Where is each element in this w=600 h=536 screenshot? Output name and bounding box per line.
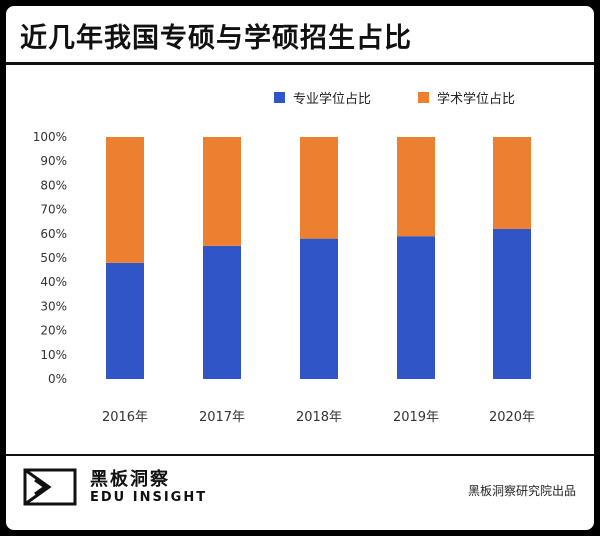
- title-divider: [6, 62, 594, 65]
- y-tick-label: 100%: [33, 130, 67, 144]
- y-tick-label: 90%: [40, 154, 67, 168]
- bar-academic-2: [203, 137, 241, 246]
- brand-name-cn: 黑板洞察: [90, 469, 170, 490]
- chart-title: 近几年我国专硕与学硕招生占比: [20, 23, 412, 54]
- stacked-bar-chart: 0% 10% 20% 30% 40% 50% 60% 70% 80% 90% 100% 2016年 20…: [33, 130, 535, 425]
- footer-divider: [6, 454, 594, 456]
- bar-academic-5: [493, 137, 531, 229]
- legend-item-professional: 专业学位占比: [274, 88, 371, 107]
- y-tick-label: 80%: [40, 178, 67, 192]
- y-tick-label: 70%: [40, 203, 67, 217]
- legend-label-academic: 学术学位占比: [437, 92, 516, 107]
- x-tick-label: 2018年: [296, 410, 342, 425]
- bar-academic-1: [106, 137, 144, 263]
- x-tick-label: 2020年: [489, 410, 535, 425]
- x-tick-label: 2019年: [393, 410, 439, 425]
- bar-professional-1: [106, 262, 144, 379]
- y-tick-label: 50%: [40, 251, 67, 265]
- y-tick-label: 60%: [40, 227, 67, 241]
- bar-academic-3: [300, 137, 338, 239]
- y-tick-label: 10%: [40, 348, 67, 362]
- bar-professional-4: [397, 236, 435, 379]
- x-tick-label: 2016年: [102, 410, 148, 425]
- legend-swatch-professional: [274, 92, 285, 103]
- bar-professional-2: [203, 245, 241, 379]
- legend-swatch-academic: [418, 92, 429, 103]
- y-tick-label: 0%: [48, 372, 67, 386]
- bar-professional-3: [300, 238, 338, 379]
- legend-label-professional: 专业学位占比: [293, 92, 372, 107]
- bar-professional-5: [493, 228, 531, 379]
- source-credit: 黑板洞察研究院出品: [467, 484, 576, 498]
- legend-item-academic: 学术学位占比: [418, 88, 515, 107]
- bar-academic-4: [397, 137, 435, 237]
- chart-card: 近几年我国专硕与学硕招生占比 专业学位占比 学术学位占比 0% 10% 20% 30%…: [6, 6, 594, 530]
- y-tick-label: 40%: [40, 275, 67, 289]
- y-tick-label: 20%: [40, 324, 67, 338]
- y-tick-label: 30%: [40, 299, 67, 313]
- x-tick-label: 2017年: [199, 410, 245, 425]
- brand-name-en: EDU INSIGHT: [90, 490, 208, 505]
- brand-logo-icon: [23, 468, 77, 506]
